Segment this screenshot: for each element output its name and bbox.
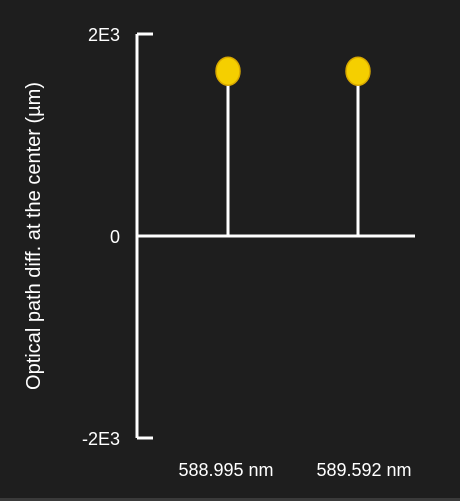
marker-589-592 (345, 56, 371, 86)
y-tick-label-zero: 0 (110, 227, 120, 247)
marker-588-995 (215, 56, 241, 86)
x-label-589-592: 589.592 nm (316, 460, 411, 480)
y-tick-label-top: 2E3 (88, 25, 120, 45)
y-tick-label-bottom: -2E3 (82, 429, 120, 449)
x-label-588-995: 588.995 nm (178, 460, 273, 480)
y-axis-title: Optical path diff. at the center (µm) (23, 82, 45, 390)
